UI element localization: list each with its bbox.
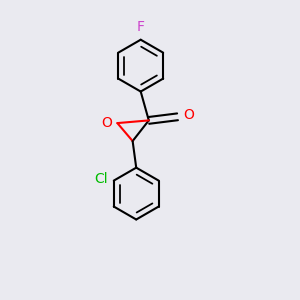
Text: Cl: Cl <box>94 172 108 186</box>
Text: O: O <box>101 116 112 130</box>
Text: O: O <box>183 108 194 122</box>
Text: F: F <box>137 20 145 34</box>
